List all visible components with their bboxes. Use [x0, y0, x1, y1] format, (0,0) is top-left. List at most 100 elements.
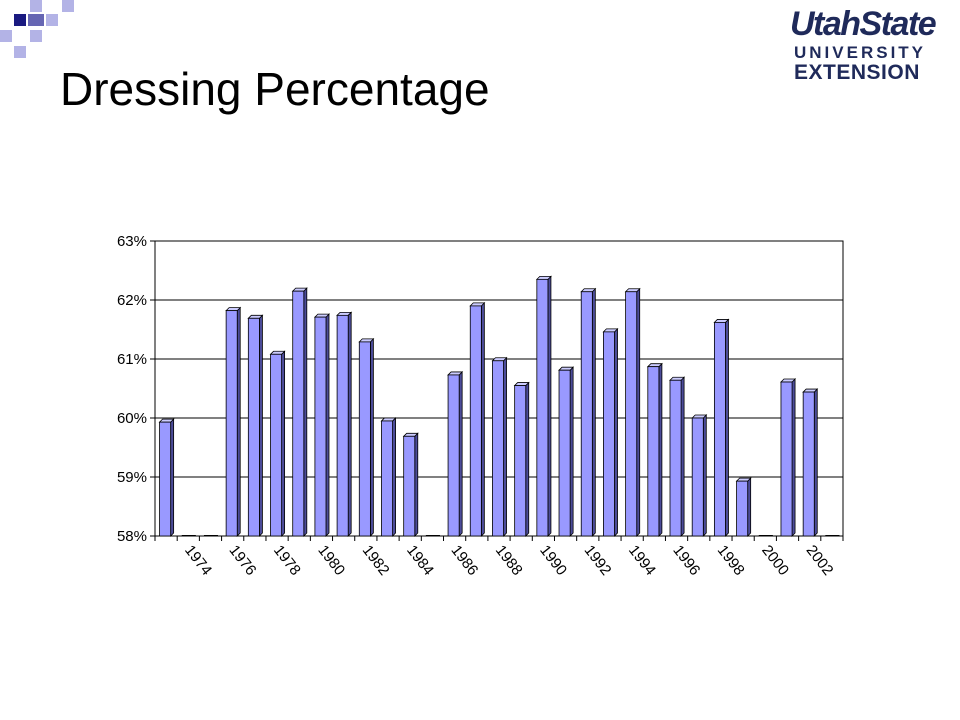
bar-top	[225, 307, 242, 312]
bar-side	[702, 414, 707, 537]
bar-top	[380, 417, 397, 422]
bar	[492, 360, 504, 537]
bar-top	[469, 302, 486, 307]
bar-top	[491, 357, 508, 362]
x-tick-label: 1990	[536, 542, 570, 579]
bar-top	[735, 477, 752, 482]
bar-top	[691, 414, 708, 419]
x-tick-label: 1992	[581, 542, 615, 579]
bar	[514, 385, 527, 537]
x-tick-label: 2002	[803, 542, 837, 579]
bar	[336, 314, 349, 537]
bar-side	[569, 366, 574, 537]
x-tick-label: 1996	[669, 542, 703, 579]
deco-square-light	[46, 14, 58, 26]
bar	[314, 316, 327, 537]
bar	[403, 435, 416, 537]
usu-extension-logo: UtahState UNIVERSITY EXTENSION	[790, 5, 950, 84]
y-tick-label: 63%	[117, 233, 147, 250]
bar	[558, 369, 571, 537]
x-tick-label: 2000	[758, 542, 792, 579]
bar	[580, 291, 593, 537]
deco-square-mid	[28, 14, 44, 26]
deco-square-light	[62, 0, 74, 12]
bar	[603, 331, 615, 537]
bar	[713, 322, 726, 537]
bar-side	[591, 287, 596, 537]
bar-top	[558, 366, 575, 371]
deco-square-light	[30, 0, 42, 12]
bar-side	[813, 388, 818, 537]
slide-decoration	[0, 0, 74, 58]
bar	[736, 480, 749, 537]
bar-side	[347, 311, 352, 537]
x-tick-label: 1994	[625, 542, 659, 579]
bar-side	[414, 432, 419, 537]
bar-side	[458, 370, 463, 537]
bar-top	[402, 432, 419, 437]
bar	[647, 366, 660, 537]
bar	[780, 381, 793, 537]
bar	[669, 379, 682, 537]
bar-side	[281, 350, 286, 537]
bar	[691, 417, 704, 537]
bar	[270, 353, 283, 537]
bar-top	[447, 371, 464, 376]
x-tick-label: 1984	[403, 542, 437, 579]
bar	[381, 420, 393, 537]
bar	[247, 317, 260, 537]
x-tick-label: 1982	[359, 542, 393, 579]
x-tick-label: 1998	[714, 542, 748, 579]
bar-top	[313, 313, 330, 318]
bar-side	[680, 376, 685, 537]
y-tick-label: 60%	[117, 410, 147, 427]
x-tick-label: 1980	[314, 542, 348, 579]
bar-top	[358, 338, 375, 343]
bar-side	[525, 381, 530, 537]
bar-side	[170, 418, 175, 537]
deco-square-light	[14, 46, 26, 58]
bar-top	[535, 275, 552, 280]
bar-side	[658, 362, 663, 537]
bar-side	[791, 378, 796, 537]
bar-top	[602, 328, 619, 333]
logo-text-extension: EXTENSION	[794, 61, 920, 84]
bar-top	[269, 350, 286, 355]
y-tick-label: 61%	[117, 351, 147, 368]
bar-top	[646, 363, 663, 368]
y-tick-label: 58%	[117, 528, 147, 545]
logo-text-university: UNIVERSITY	[794, 43, 927, 62]
bar	[225, 310, 238, 537]
bar-top	[624, 288, 641, 293]
deco-square-light	[30, 30, 42, 42]
bar-side	[503, 356, 507, 537]
bar-top	[802, 388, 819, 393]
bar-side	[325, 313, 330, 537]
y-tick-label: 59%	[117, 469, 147, 486]
logo-text-utahstate: UtahState	[790, 5, 937, 43]
bar-top	[780, 378, 797, 383]
bar-side	[303, 287, 308, 537]
y-tick-label: 62%	[117, 292, 147, 309]
bar-side	[747, 477, 752, 537]
bar	[802, 391, 815, 537]
x-tick-label: 1988	[492, 542, 526, 579]
x-tick-label: 1976	[226, 542, 260, 579]
bar	[447, 374, 460, 537]
bar	[358, 341, 371, 537]
bar-top	[247, 314, 264, 319]
x-tick-label: 1986	[447, 542, 481, 579]
deco-square-dark	[14, 14, 26, 26]
bar-side	[392, 416, 396, 537]
bar	[469, 305, 482, 537]
bar-side	[547, 275, 552, 537]
deco-square-light	[0, 30, 12, 42]
bar-top	[291, 287, 308, 292]
x-tick-label: 1974	[181, 542, 215, 579]
bar-top	[580, 288, 597, 293]
slide-title: Dressing Percentage	[60, 63, 490, 115]
bar	[536, 278, 549, 537]
x-tick-label: 1978	[270, 542, 304, 579]
bar-side	[259, 314, 263, 537]
bar	[625, 291, 638, 537]
